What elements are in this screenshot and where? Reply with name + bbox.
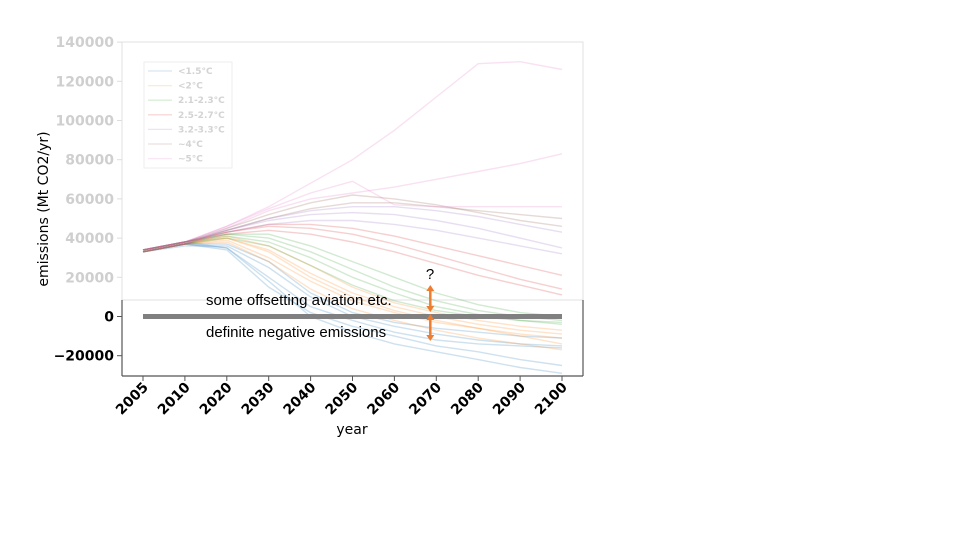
y-axis-label: emissions (Mt CO2/yr) xyxy=(36,131,52,286)
series-line xyxy=(142,235,563,331)
question-mark: ? xyxy=(426,266,434,283)
series-line xyxy=(142,211,563,251)
series-line xyxy=(142,233,563,318)
y-tick-label: 20000 xyxy=(65,270,114,286)
series-line xyxy=(142,180,562,251)
series-line xyxy=(142,225,563,290)
series-line xyxy=(142,61,563,251)
series-line xyxy=(142,237,563,335)
arrow-head-down xyxy=(426,335,435,341)
legend-label: 2.5-2.7°C xyxy=(178,111,225,121)
series-layer xyxy=(142,61,563,374)
x-tick-label: 2100 xyxy=(532,379,571,418)
x-tick-label: 2060 xyxy=(364,379,403,418)
series-line xyxy=(142,243,563,367)
series-line xyxy=(142,241,563,374)
x-axis: 2005 2010 2020 2030 2040 2050 2060 2070 2080 2090… xyxy=(113,376,571,418)
x-tick-label: 2005 xyxy=(113,380,152,419)
legend: <1.5°C <2°C 2.1-2.3°C 2.5-2.7°C 3.2-3.3°C ~4°… xyxy=(143,61,233,169)
legend-label: <1.5°C xyxy=(178,67,213,77)
series-line xyxy=(142,202,563,253)
x-tick-label: 2020 xyxy=(197,379,236,418)
y-tick-label: 80000 xyxy=(65,153,114,169)
legend-label: ~5°C xyxy=(178,155,203,165)
y-axis: 140000 120000 100000 80000 60000 40000 20000 0 −… xyxy=(54,35,122,365)
arrow-head-down xyxy=(426,306,435,312)
series-line xyxy=(142,243,563,339)
x-tick-label: 2030 xyxy=(239,379,278,418)
x-tick-label: 2090 xyxy=(490,379,529,418)
y-tick-label: 0 xyxy=(104,310,114,326)
x-axis-label: year xyxy=(336,422,367,438)
series-line xyxy=(142,223,563,276)
series-line xyxy=(142,205,563,251)
arrow-head-up xyxy=(426,314,435,320)
arrow-head-up xyxy=(426,285,435,291)
y-tick-label: 100000 xyxy=(56,114,115,130)
legend-label: ~4°C xyxy=(178,140,203,150)
x-tick-label: 2050 xyxy=(322,379,361,418)
series-line xyxy=(142,239,563,339)
series-line xyxy=(142,194,563,251)
legend-label: 2.1-2.3°C xyxy=(178,96,225,106)
y-tick-label: 40000 xyxy=(65,231,114,247)
series-line xyxy=(142,237,563,345)
series-line xyxy=(142,233,563,322)
x-tick-label: 2010 xyxy=(155,379,194,418)
annotation-negative: definite negative emissions xyxy=(206,324,386,341)
series-line xyxy=(142,229,563,296)
series-line xyxy=(142,243,563,349)
plot-frame-upper xyxy=(121,41,584,301)
x-tick-label: 2040 xyxy=(281,379,320,418)
annotation-offsetting: some offsetting aviation etc. xyxy=(206,292,392,309)
legend-box xyxy=(143,61,233,169)
x-tick-label: 2080 xyxy=(448,379,487,418)
series-line xyxy=(142,241,563,351)
x-tick-label: 2070 xyxy=(406,379,445,418)
legend-label: 3.2-3.3°C xyxy=(178,125,225,135)
legend-label: <2°C xyxy=(178,82,203,92)
series-line xyxy=(142,219,563,255)
series-line xyxy=(142,153,563,253)
y-tick-label: −20000 xyxy=(54,349,115,365)
y-tick-label: 140000 xyxy=(56,35,115,51)
y-tick-label: 120000 xyxy=(56,74,115,90)
annotations: ? some offsetting aviation etc. definite… xyxy=(206,266,435,341)
y-tick-label: 60000 xyxy=(65,192,114,208)
